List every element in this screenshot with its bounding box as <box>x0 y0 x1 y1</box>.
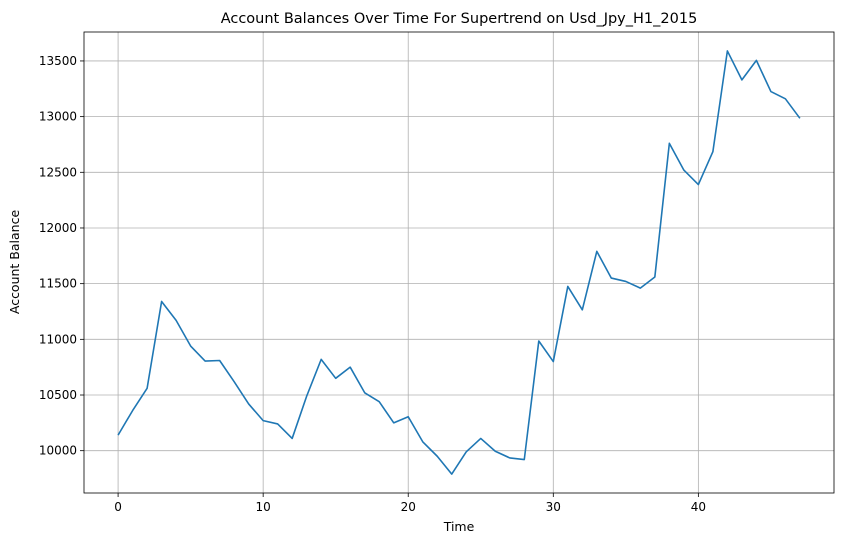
series-layer <box>117 50 801 475</box>
chart-title: Account Balances Over Time For Supertren… <box>221 11 698 27</box>
grid-lines <box>84 32 834 493</box>
y-tick-label: 13500 <box>39 54 77 68</box>
y-tick-label: 11000 <box>39 332 77 346</box>
y-tick-label: 11500 <box>39 277 77 291</box>
plot-frame <box>83 31 835 494</box>
y-tick-label: 13000 <box>39 110 77 124</box>
plot-area-background <box>84 32 834 493</box>
series-line <box>117 50 801 475</box>
y-tick-label: 10000 <box>39 444 77 458</box>
x-axis-label: Time <box>443 519 475 534</box>
x-axis-ticks: 0 10 20 30 40 <box>114 493 706 514</box>
y-tick-label: 10500 <box>39 388 77 402</box>
x-tick-label: 40 <box>691 500 706 514</box>
x-tick-label: 30 <box>546 500 561 514</box>
y-axis-label: Account Balance <box>7 210 22 315</box>
x-tick-label: 20 <box>401 500 416 514</box>
x-tick-label: 10 <box>256 500 271 514</box>
x-tick-label: 0 <box>114 500 122 514</box>
y-axis-ticks: 10000 10500 11000 11500 12000 12500 13000 13500 <box>39 54 84 458</box>
y-tick-label: 12000 <box>39 221 77 235</box>
y-tick-label: 12500 <box>39 165 77 179</box>
